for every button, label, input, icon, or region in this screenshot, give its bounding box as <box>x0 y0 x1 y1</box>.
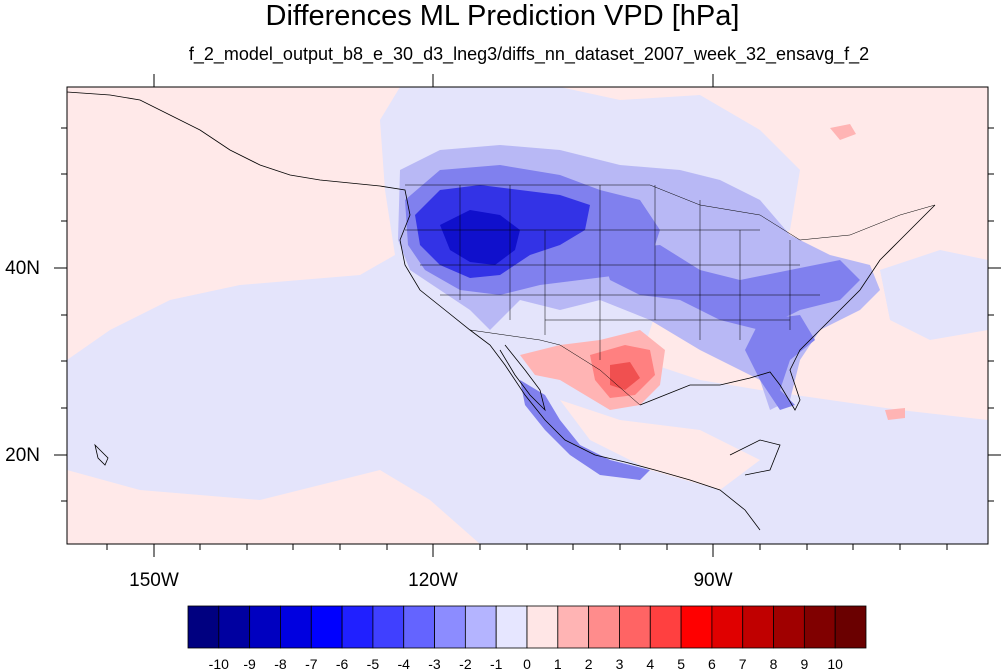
lat-label-20n: 20N <box>5 445 40 466</box>
colorbar-swatch <box>834 605 867 649</box>
colorbar-swatch <box>711 605 744 649</box>
coastline-hawaii <box>94 443 109 466</box>
colorbar-swatch <box>310 605 343 649</box>
colorbar-swatch <box>742 605 774 649</box>
lat-label-40n: 40N <box>5 258 40 279</box>
region-positive-gulf <box>560 400 760 490</box>
colorbar-swatch <box>588 605 620 649</box>
colorbar-swatch <box>495 605 528 649</box>
colorbar-tick-label: 4 <box>646 656 655 672</box>
lon-major-ticks <box>153 74 714 557</box>
colorbar-tick-label: -1 <box>489 656 503 672</box>
colorbar-swatch <box>464 605 497 649</box>
colorbar-swatch <box>649 605 682 649</box>
colorbar-tick-label: -7 <box>305 656 318 672</box>
region-light-red-north-atlantic <box>830 124 856 140</box>
colorbar-tick-label: -8 <box>274 656 287 672</box>
colorbar-tick-label: 2 <box>584 656 593 672</box>
coastline-north-america <box>67 91 761 531</box>
colorbar-tick-label: 1 <box>553 656 562 672</box>
coastline-baja <box>499 344 546 412</box>
colorbar-tick-label: -3 <box>428 656 441 672</box>
map-title: Differences ML Prediction VPD [hPa] <box>265 0 740 32</box>
vpd-difference-field <box>67 87 988 544</box>
state-borders <box>405 184 936 406</box>
colorbar-tick-label: 7 <box>738 656 747 672</box>
state-lines-horizontal <box>405 229 820 321</box>
region-positive-east-pacific <box>67 470 480 544</box>
colorbar-tick-label: -10 <box>208 656 229 672</box>
colorbar <box>187 605 867 649</box>
colorbar-tick-label: -4 <box>397 656 410 672</box>
lon-minor-ticks <box>106 544 948 550</box>
colorbar-tick-label: -5 <box>366 656 380 672</box>
coastline-gulf <box>639 204 936 411</box>
us-canada-border <box>405 184 936 241</box>
colorbar-tick-label: 3 <box>615 656 624 672</box>
lon-label-150w: 150W <box>129 570 179 591</box>
colorbar-swatch <box>619 605 651 649</box>
colorbar-swatch <box>187 605 220 649</box>
region-mid-blue-midwest <box>600 245 860 330</box>
colorbar-swatch <box>773 605 805 649</box>
colorbar-swatch <box>249 605 281 649</box>
map-subtitle: f_2_model_output_b8_e_30_d3_lneg3/diffs_… <box>188 44 870 64</box>
lat-minor-ticks <box>61 127 994 502</box>
colorbar-tick-label: -6 <box>335 656 349 672</box>
colorbar-swatch <box>280 605 312 649</box>
colorbar-tick-label: 6 <box>707 656 716 672</box>
lat-major-ticks <box>54 267 1001 456</box>
colorbar-swatch <box>557 605 590 649</box>
colorbar-swatch <box>803 605 836 649</box>
region-strong-red-texas <box>610 362 640 390</box>
colorbar-swatch <box>372 605 405 649</box>
colorbar-tick-label: -9 <box>243 656 256 672</box>
colorbar-swatch <box>403 605 435 649</box>
colorbar-swatch <box>526 605 559 649</box>
region-mid-blue-mexico-coast <box>520 380 650 480</box>
lon-label-120w: 120W <box>408 570 458 591</box>
colorbar-tick-label: 9 <box>800 656 809 672</box>
region-negative-atlantic <box>880 250 988 340</box>
colorbar-tick-label: 10 <box>827 656 843 672</box>
colorbar-swatch <box>341 605 374 649</box>
axis-ticks <box>54 74 1001 557</box>
state-lines-vertical <box>459 185 791 360</box>
region-light-red-caribbean <box>885 408 905 420</box>
colorbar-swatch <box>218 605 251 649</box>
lon-label-90w: 90W <box>693 570 733 591</box>
colorbar-tick-label: 5 <box>677 656 685 672</box>
colorbar-tick-label: -2 <box>459 656 472 672</box>
colorbar-tick-label: 0 <box>523 656 531 672</box>
coastlines <box>67 91 936 531</box>
region-mid-blue-southeast <box>745 315 815 410</box>
colorbar-swatch <box>680 605 713 649</box>
coastline-yucatan <box>729 439 781 476</box>
colorbar-tick-label: 8 <box>769 656 778 672</box>
us-mexico-border <box>469 329 641 406</box>
colorbar-swatch <box>434 605 466 649</box>
